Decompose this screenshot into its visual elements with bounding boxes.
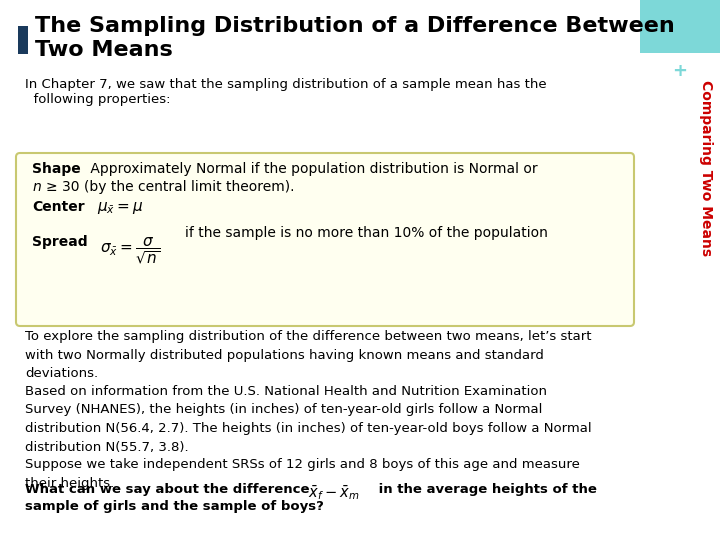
Text: following properties:: following properties:	[25, 93, 171, 106]
Text: The Sampling Distribution of a Difference Between: The Sampling Distribution of a Differenc…	[35, 16, 675, 36]
Text: Based on information from the U.S. National Health and Nutrition Examination
Sur: Based on information from the U.S. Natio…	[25, 385, 592, 454]
Text: if the sample is no more than 10% of the population: if the sample is no more than 10% of the…	[185, 226, 548, 240]
Text: Two Means: Two Means	[35, 40, 173, 60]
Bar	[18, 26, 28, 54]
Text: Comparing Two Means: Comparing Two Means	[699, 80, 713, 256]
Text: $n$: $n$	[32, 180, 42, 194]
Text: $\bar{x}_f - \bar{x}_m$: $\bar{x}_f - \bar{x}_m$	[308, 483, 359, 502]
FancyBboxPatch shape	[16, 153, 634, 326]
Text: What can we say about the difference: What can we say about the difference	[25, 483, 314, 496]
Text: In Chapter 7, we saw that the sampling distribution of a sample mean has the: In Chapter 7, we saw that the sampling d…	[25, 78, 546, 91]
Text: Center: Center	[32, 200, 85, 214]
Text: Spread: Spread	[32, 235, 88, 249]
Text: ≥ 30 (by the central limit theorem).: ≥ 30 (by the central limit theorem).	[46, 180, 294, 194]
Text: $\sigma_{\bar{x}} = \dfrac{\sigma}{\sqrt{n}}$: $\sigma_{\bar{x}} = \dfrac{\sigma}{\sqrt…	[100, 235, 161, 266]
Text: in the average heights of the: in the average heights of the	[374, 483, 597, 496]
Bar	[640, 0, 720, 53]
Text: +: +	[672, 62, 688, 80]
Text: sample of girls and the sample of boys?: sample of girls and the sample of boys?	[25, 500, 324, 513]
Text: $\mu_{\bar{x}} = \mu$: $\mu_{\bar{x}} = \mu$	[97, 200, 143, 216]
Text: Suppose we take independent SRSs of 12 girls and 8 boys of this age and measure
: Suppose we take independent SRSs of 12 g…	[25, 458, 580, 489]
Text: Shape: Shape	[32, 162, 81, 176]
Text: Approximately Normal if the population distribution is Normal or: Approximately Normal if the population d…	[86, 162, 538, 176]
Text: To explore the sampling distribution of the difference between two means, let’s : To explore the sampling distribution of …	[25, 330, 592, 380]
